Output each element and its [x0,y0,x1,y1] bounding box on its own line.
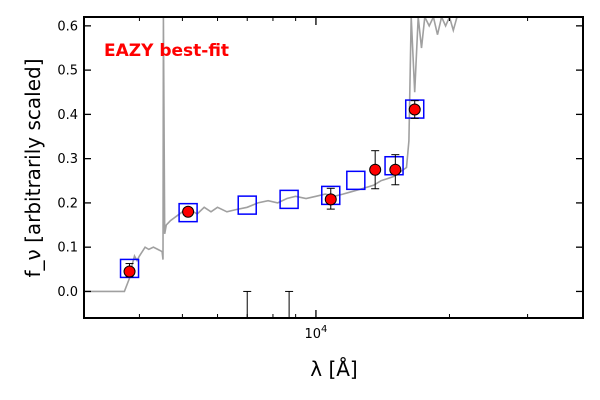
x-tick-label-exponent: 4 [321,324,327,335]
observed-photometry-point [369,163,382,176]
x-tick-label: 104 [304,324,327,342]
x-axis-label: λ [Å] [310,357,357,381]
y-tick-label: 0.6 [57,19,78,34]
observed-photometry-layer [123,100,421,278]
observed-photometry-point [408,103,421,116]
model-photometry-square [346,170,366,191]
y-tick-label: 0.0 [57,285,78,300]
y-tick-label: 0.3 [57,152,78,167]
template-spectrum-line [84,17,458,293]
observed-photometry-point [389,163,402,176]
y-tick-label: 0.4 [57,108,78,123]
y-axis-label: f_ν [arbitrarily scaled] [21,59,45,278]
y-tick-label: 0.5 [57,64,78,79]
plot-frame [83,16,584,319]
observed-photometry-point [123,265,136,278]
model-photometry-square [178,202,198,223]
annotation-eazy-best-fit: EAZY best-fit [104,41,229,61]
observed-photometry-point [182,205,195,218]
model-photometry-layer [119,99,425,279]
observed-photometry-point [324,193,337,206]
y-tick-label: 0.2 [57,196,78,211]
x-tick-label-base: 10 [304,327,321,342]
model-photometry-square [237,195,257,215]
y-tick-label: 0.1 [57,241,78,256]
template-layer [84,17,458,293]
axes-layer: 0.0 0.1 0.2 0.3 0.4 0.5 0.6 104 [57,16,584,342]
upper-limit-layer [243,290,294,318]
model-photometry-square [279,189,299,210]
